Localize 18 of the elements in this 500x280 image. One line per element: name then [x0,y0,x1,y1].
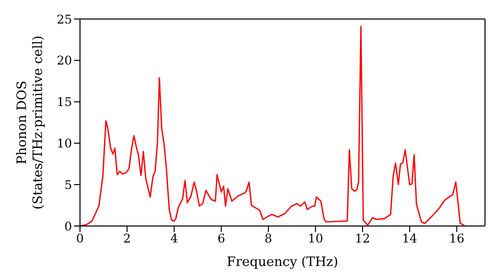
line-series [80,26,465,226]
x-tick-label: 14 [402,232,418,246]
y-tick-label: 5 [64,178,72,192]
y-axis-title: Phonon DOS (States/THz·primitive cell) [15,35,46,210]
y-tick-label: 15 [56,95,72,110]
y-tick-label: 10 [56,136,72,150]
x-tick-label: 4 [170,232,178,246]
x-tick-label: 12 [354,232,370,246]
x-tick-label: 16 [449,232,464,246]
y-tick-label: 25 [56,12,72,26]
x-tick-label: 10 [308,232,324,246]
x-tick-label: 8 [264,232,272,246]
y-tick-label: 20 [56,54,72,68]
y-tick-label: 0 [64,219,72,234]
x-tick-label: 0 [76,232,84,246]
x-tick-label: 2 [123,232,131,246]
x-tick-label: 6 [217,232,226,246]
x-axis-title: Frequency (THz) [226,255,338,270]
